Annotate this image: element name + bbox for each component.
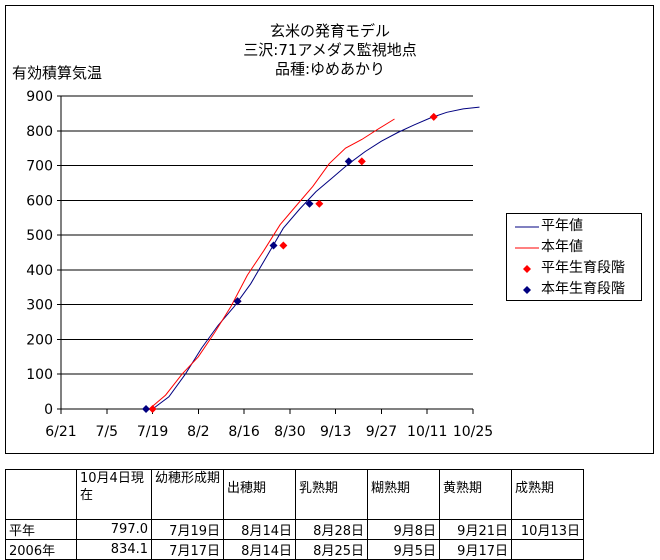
x-tick-label: 7/19	[137, 424, 168, 440]
legend-marker-symbol	[523, 286, 531, 294]
legend: 平年値 本年値 平年生育段階 本年生育段階	[506, 213, 642, 301]
chart-title-line-1: 玄米の発育モデル	[269, 22, 390, 40]
legend-label: 本年値	[541, 239, 583, 255]
table-header-row: 10月4日現在 幼穂形成期 出穂期 乳熟期 糊熟期 黄熟期 成熟期	[5, 469, 584, 520]
table-header-cell: 成熟期	[511, 469, 584, 520]
stage-marker	[279, 241, 288, 250]
legend-label: 平年生育段階	[541, 260, 625, 276]
legend-line-symbol	[515, 226, 539, 228]
stage-marker	[269, 241, 278, 250]
table-cell: 834.1	[76, 539, 152, 560]
table-header-cell: 10月4日現在	[76, 469, 152, 520]
stage-marker	[148, 405, 157, 413]
y-axis-label: 有効積算気温	[12, 64, 103, 82]
legend-item: 平年生育段階	[507, 258, 641, 279]
chart-title-line-2: 三沢:71アメダス監視地点	[243, 41, 417, 59]
series-line	[152, 106, 480, 410]
table-cell: 8月14日	[223, 539, 296, 560]
x-tick-label: 7/5	[96, 424, 119, 440]
stage-marker	[233, 297, 242, 306]
legend-marker-symbol	[523, 265, 531, 273]
stage-marker	[142, 405, 151, 413]
legend-item: 本年生育段階	[507, 279, 641, 300]
stage-table: 10月4日現在 幼穂形成期 出穂期 乳熟期 糊熟期 黄熟期 成熟期 平年 797…	[5, 469, 584, 560]
y-tick-label: 700	[26, 159, 53, 175]
y-tick-label: 500	[26, 228, 53, 244]
table-cell: 10月13日	[511, 519, 584, 540]
x-tick-label: 10/11	[407, 424, 447, 440]
table-cell: 平年	[5, 519, 77, 540]
legend-line-symbol	[515, 247, 539, 249]
legend-label: 平年値	[541, 218, 583, 234]
table-cell: 9月17日	[439, 539, 512, 560]
table-cell: 9月8日	[367, 519, 440, 540]
chart-title-line-3: 品種:ゆめあかり	[274, 60, 386, 78]
table-cell: 9月21日	[439, 519, 512, 540]
x-tick-label: 9/13	[320, 424, 351, 440]
x-tick-label: 8/16	[228, 424, 260, 440]
table-header-cell: 乳熟期	[295, 469, 368, 520]
table-cell: 8月28日	[295, 519, 368, 540]
stage-marker	[315, 199, 324, 208]
stage-marker	[357, 157, 366, 166]
table-header-label: 糊熟期	[371, 481, 411, 496]
stage-marker	[305, 199, 314, 208]
legend-item: 本年値	[507, 237, 641, 258]
table-cell	[511, 539, 584, 560]
table-header-cell	[5, 469, 77, 520]
table-cell: 8月25日	[295, 539, 368, 560]
table-header-label: 出穂期	[227, 481, 267, 496]
stage-marker	[429, 112, 438, 121]
table-header-label: 乳熟期	[299, 481, 339, 496]
table-header-cell: 糊熟期	[367, 469, 440, 520]
table-header-cell: 出穂期	[223, 469, 296, 520]
y-tick-label: 400	[26, 263, 53, 279]
x-tick-label: 9/27	[366, 424, 397, 440]
y-tick-label: 300	[26, 298, 53, 314]
y-tick-label: 0	[44, 402, 53, 418]
y-tick-label: 200	[26, 332, 53, 348]
table-cell: 9月5日	[367, 539, 440, 560]
y-tick-label: 900	[26, 89, 53, 105]
table-header-cell: 黄熟期	[439, 469, 512, 520]
x-tick-label: 8/2	[187, 424, 210, 440]
stage-marker	[344, 157, 353, 166]
x-tick-label: 8/30	[274, 424, 305, 440]
legend-label: 本年生育段階	[541, 281, 625, 297]
series-line	[148, 118, 395, 410]
table-cell: 7月19日	[151, 519, 224, 540]
x-tick-label: 10/25	[453, 424, 493, 440]
table-cell: 8月14日	[223, 519, 296, 540]
table-cell: 2006年	[5, 539, 77, 560]
y-tick-label: 800	[26, 124, 53, 140]
table-row: 平年 797.0 7月19日 8月14日 8月28日 9月8日 9月21日 10…	[5, 519, 584, 540]
table-header-label: 黄熟期	[443, 481, 483, 496]
table-header-cell: 幼穂形成期	[151, 469, 224, 520]
y-tick-label: 100	[26, 367, 53, 383]
x-tick-label: 6/21	[45, 424, 76, 440]
table-row: 2006年 834.1 7月17日 8月14日 8月25日 9月5日 9月17日	[5, 539, 584, 560]
legend-item: 平年値	[507, 216, 641, 237]
y-tick-label: 600	[26, 193, 53, 209]
table-cell: 797.0	[76, 519, 152, 540]
table-cell: 7月17日	[151, 539, 224, 560]
table-header-label: 成熟期	[515, 481, 555, 496]
